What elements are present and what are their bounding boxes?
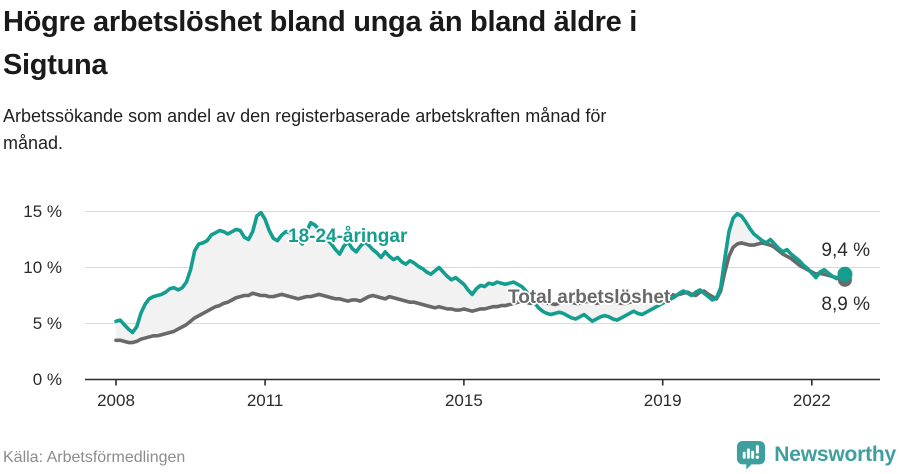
series-label-total: Total arbetslöshet (508, 287, 671, 308)
x-tick-label: 2008 (97, 391, 135, 410)
bar-chart-speech-bubble-icon (737, 440, 766, 470)
x-tick-label: 2019 (643, 391, 682, 410)
y-tick-label: 10 % (23, 257, 62, 277)
chart-subtitle-line-2: månad. (3, 133, 64, 153)
end-value-total: 8,9 % (821, 294, 870, 315)
series-label-youth: 18-24-åringar (288, 226, 408, 247)
page-title: Högre arbetslöshet bland unga än bland ä… (3, 1, 637, 87)
brand-name: Newsworthy (774, 443, 896, 466)
y-tick-label: 5 % (32, 313, 62, 333)
page-title-line-2: Sigtuna (3, 49, 108, 81)
x-tick-label: 2015 (444, 391, 483, 410)
page-title-line-1: Högre arbetslöshet bland unga än bland ä… (3, 6, 637, 38)
x-tick-label: 2022 (792, 391, 831, 410)
end-value-youth: 9,4 % (821, 240, 870, 261)
chart-subtitle-line-1: Arbetssökande som andel av den registerb… (3, 106, 607, 126)
newsworthy-logo: Newsworthy (736, 440, 896, 470)
source-credit: Källa: Arbetsförmedlingen (3, 449, 186, 466)
chart-subtitle: Arbetssökande som andel av den registerb… (3, 103, 606, 157)
y-tick-label: 0 % (32, 369, 62, 389)
x-tick-label: 2011 (246, 391, 284, 410)
y-tick-label: 15 % (23, 201, 62, 221)
